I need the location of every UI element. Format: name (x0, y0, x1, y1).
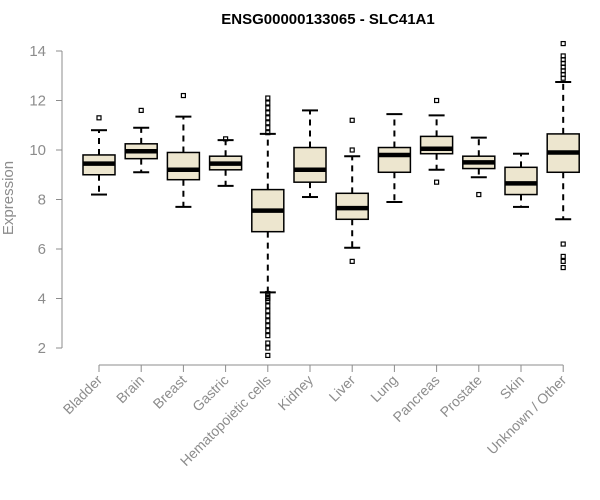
outlier-point (265, 308, 271, 314)
x-tick-label: Breast (150, 372, 190, 412)
x-tick-label: Unknown / Other (484, 372, 570, 458)
outlier-point (434, 179, 440, 185)
iqr-box (377, 146, 412, 174)
box-group (82, 115, 116, 196)
outlier-point (434, 97, 440, 104)
outlier-point (265, 345, 271, 351)
outlier-point (265, 125, 271, 131)
outlier-point (265, 130, 271, 136)
box-group (208, 136, 243, 187)
outlier-point (560, 253, 566, 260)
outlier-point (560, 53, 566, 59)
box-group (251, 95, 285, 359)
outlier-point (560, 40, 566, 47)
outlier-point (265, 318, 271, 324)
y-tick-label: 8 (38, 192, 46, 209)
outlier-point (265, 105, 271, 111)
outlier-point (265, 290, 271, 297)
x-tick-label: Lung (367, 372, 400, 405)
iqr-box (293, 146, 327, 183)
outlier-point (349, 117, 355, 123)
outlier-point (560, 258, 566, 264)
outlier-point (265, 100, 271, 106)
chart-title: ENSG00000133065 - SLC41A1 (221, 11, 434, 28)
outlier-point (180, 92, 186, 99)
outlier-point (138, 107, 144, 114)
y-tick-label: 4 (38, 291, 46, 308)
outlier-point (223, 136, 229, 142)
outlier-point (349, 147, 355, 153)
x-tick-label: Skin (497, 372, 528, 403)
y-tick-label: 6 (38, 241, 46, 258)
y-tick-label: 10 (29, 142, 46, 159)
outlier-point (265, 115, 271, 121)
outlier-point (96, 115, 102, 121)
x-tick-label: Liver (326, 372, 359, 405)
outlier-point (265, 95, 271, 101)
box-group (166, 92, 201, 208)
box-group (546, 40, 580, 271)
outlier-point (265, 328, 271, 334)
outlier-point (560, 241, 566, 247)
iqr-box (419, 135, 454, 155)
outlier-point (476, 191, 482, 198)
y-tick-label: 2 (38, 340, 46, 357)
box-group (504, 152, 538, 208)
outlier-point (265, 303, 271, 309)
outlier-point (265, 110, 271, 116)
outlier-point (265, 313, 271, 319)
iqr-box (166, 151, 201, 181)
outlier-point (265, 323, 271, 329)
box-group (124, 107, 158, 174)
y-axis: 2 4 6 8 10 12 14 (29, 43, 63, 357)
y-tick-label: 12 (29, 93, 46, 110)
outlier-point (265, 340, 271, 346)
x-tick-label: Pancreas (390, 372, 443, 425)
outlier-point (349, 258, 355, 264)
outlier-point (265, 120, 271, 126)
box-group (335, 117, 369, 264)
x-tick-label: Prostate (437, 372, 485, 420)
boxes-group (82, 40, 580, 359)
box-group (462, 136, 496, 198)
iqr-box (504, 166, 538, 196)
y-tick-label: 14 (29, 43, 46, 60)
y-axis-label: Expression (0, 161, 17, 235)
x-tick-label: Brain (113, 372, 147, 406)
outlier-point (265, 333, 271, 339)
box-group (377, 113, 412, 203)
x-tick-label: Kidney (275, 372, 317, 414)
x-tick-label: Bladder (60, 372, 106, 418)
box-group (419, 97, 454, 185)
outlier-point (560, 264, 566, 271)
box-group (293, 109, 327, 199)
outlier-point (265, 352, 271, 359)
